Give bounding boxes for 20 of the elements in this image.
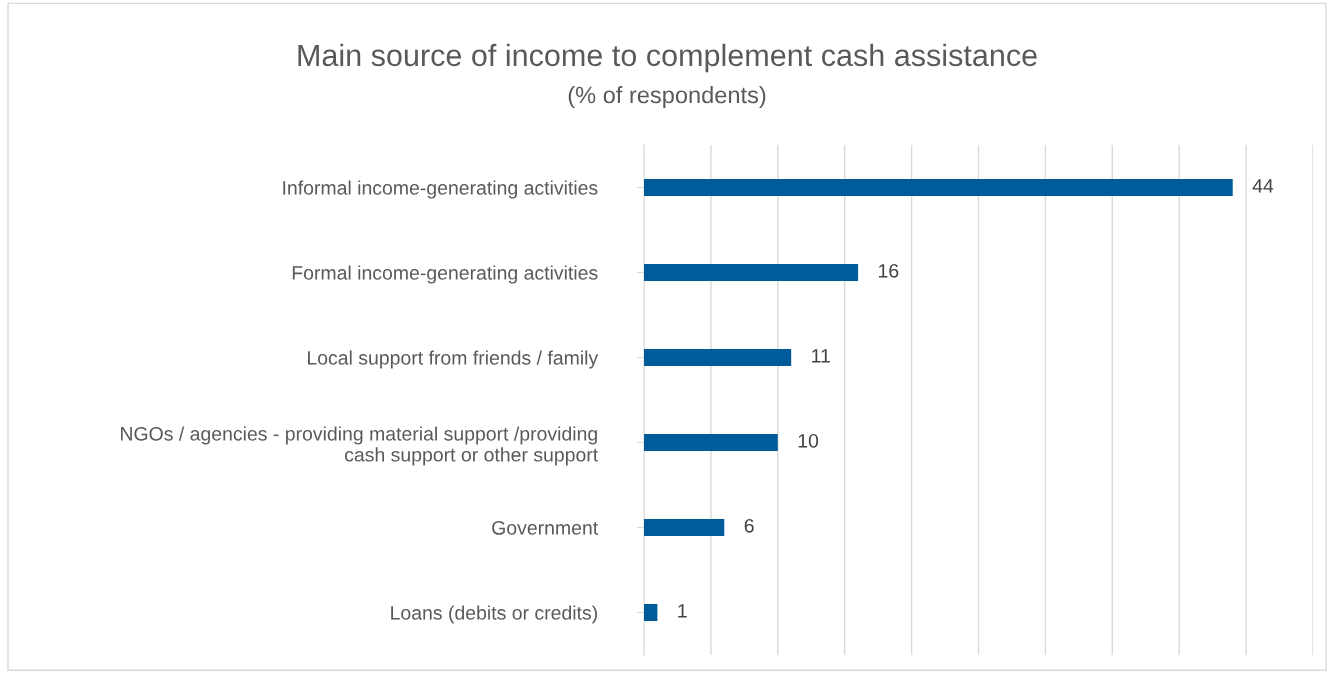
- bar: [644, 519, 725, 536]
- bar: [644, 179, 1233, 196]
- y-tick-label: Local support from friends / family: [308, 350, 599, 369]
- y-tick-label: Loans (debits or credits): [391, 605, 597, 624]
- chart-title: Main source of income to complement cash assistance: [298, 43, 1037, 73]
- bar: [644, 604, 658, 621]
- y-tick-label: Formal income-generating activities: [292, 265, 598, 284]
- bar: [644, 434, 778, 451]
- bar: [644, 264, 859, 281]
- y-tick-label: Government: [492, 520, 599, 535]
- data-label: 1: [678, 604, 687, 618]
- bar: [644, 349, 792, 366]
- data-label: 10: [798, 433, 819, 448]
- chart-subtitle: (% of respondents): [568, 86, 766, 108]
- data-label: 16: [879, 263, 899, 278]
- data-label: 44: [1252, 179, 1274, 193]
- data-label: 11: [812, 349, 830, 363]
- y-tick-label: Informal income-generating activities: [283, 180, 598, 199]
- y-tick-label: NGOs / agencies - providing material support /providing cash support or other support: [121, 426, 599, 466]
- data-label: 6: [744, 518, 754, 533]
